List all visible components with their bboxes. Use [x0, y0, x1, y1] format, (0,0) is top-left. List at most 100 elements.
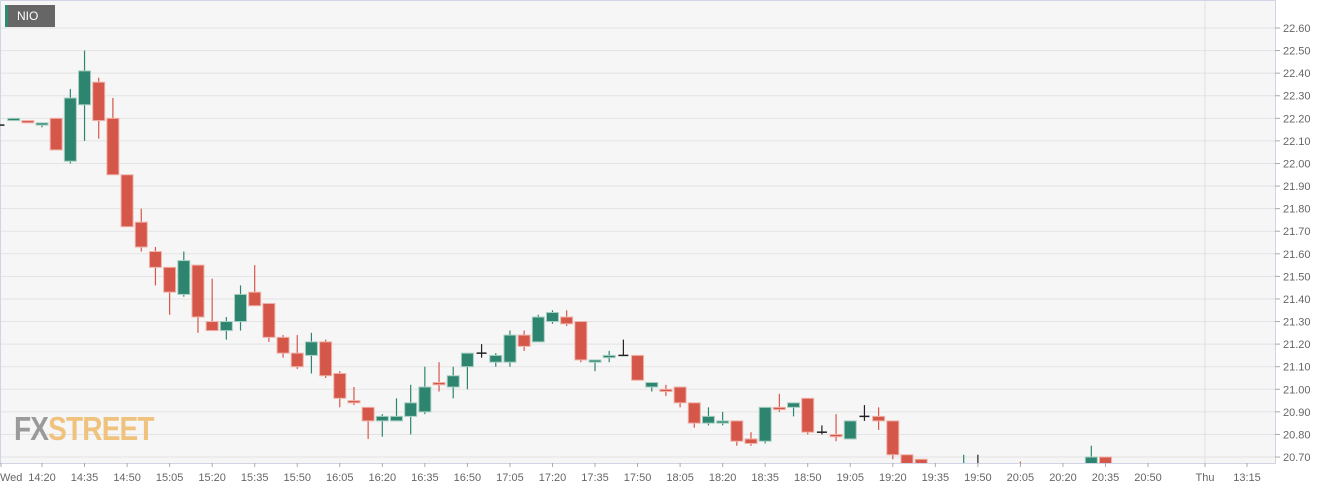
- candle: [958, 454, 970, 468]
- candle-body: [375, 415, 389, 422]
- candle: [645, 382, 659, 392]
- candle-body: [673, 386, 687, 404]
- candle: [560, 310, 574, 327]
- logo-fx: FX: [14, 410, 49, 447]
- candle-body: [560, 316, 574, 325]
- x-tick-label: 18:20: [709, 472, 737, 484]
- x-tick-label: 14:50: [113, 472, 141, 484]
- x-tick-label: 18:05: [666, 472, 694, 484]
- grid: [1, 27, 1275, 458]
- x-tick-label: 19:05: [836, 472, 864, 484]
- y-tick-label: 20.70: [1283, 452, 1311, 464]
- candle: [545, 310, 559, 324]
- candle: [503, 330, 517, 367]
- candle: [78, 50, 92, 141]
- candle-body: [772, 406, 786, 411]
- x-tick-label: 16:50: [454, 472, 482, 484]
- candles: [0, 50, 1112, 471]
- candle: [701, 407, 715, 426]
- candle: [446, 366, 460, 399]
- candle-body: [958, 466, 970, 468]
- candle-body: [262, 302, 276, 338]
- candle: [1084, 445, 1098, 463]
- candle-body: [716, 420, 730, 424]
- candle-body: [7, 117, 21, 122]
- y-tick-label: 21.50: [1283, 271, 1311, 283]
- candle: [673, 386, 687, 408]
- candle-body: [63, 97, 77, 162]
- candle-body: [687, 402, 701, 424]
- candle-body: [418, 386, 432, 413]
- candle: [219, 317, 233, 340]
- candle: [914, 458, 928, 463]
- candle-body: [106, 117, 120, 176]
- candle: [205, 278, 219, 332]
- candle: [191, 264, 205, 333]
- candle: [177, 251, 191, 297]
- candle: [163, 266, 177, 315]
- x-tick-label: 17:50: [624, 472, 652, 484]
- candle: [517, 330, 531, 351]
- logo-street: STREET: [48, 410, 154, 447]
- candle-body: [730, 420, 744, 442]
- candle: [460, 352, 474, 390]
- x-tick-label: 20:35: [1092, 472, 1120, 484]
- y-tick-label: 21.80: [1283, 204, 1311, 216]
- candle: [476, 344, 487, 358]
- candle-body: [78, 70, 92, 106]
- candle: [333, 371, 347, 408]
- candle: [304, 332, 318, 374]
- candle: [829, 414, 843, 442]
- candle: [390, 398, 403, 422]
- candle-body: [333, 372, 347, 399]
- candle: [1071, 464, 1083, 471]
- candle: [404, 384, 418, 435]
- candle: [631, 354, 645, 381]
- candle-body: [574, 321, 588, 361]
- candle-body: [290, 352, 304, 368]
- y-tick-label: 21.00: [1283, 384, 1311, 396]
- symbol-label: NIO: [17, 9, 39, 23]
- candle: [148, 247, 162, 286]
- candle: [106, 97, 120, 176]
- x-tick-label: 14:35: [71, 472, 99, 484]
- y-tick-label: 20.90: [1283, 407, 1311, 419]
- x-tick-label: 15:35: [241, 472, 269, 484]
- candle-body: [1099, 456, 1112, 463]
- candle: [290, 335, 304, 369]
- candle: [744, 432, 758, 446]
- y-tick-label: 22.40: [1283, 68, 1311, 80]
- candle-body: [517, 334, 531, 347]
- candle: [787, 402, 801, 417]
- candle: [248, 265, 262, 307]
- candle-body: [92, 81, 106, 122]
- candle: [758, 406, 772, 444]
- x-tick-label: 17:05: [496, 472, 524, 484]
- candle: [35, 122, 49, 128]
- candle-body: [659, 388, 673, 393]
- candle-body: [319, 341, 333, 377]
- candle-body: [588, 359, 602, 363]
- candle: [772, 393, 786, 412]
- candle: [432, 362, 446, 392]
- y-tick-label: 22.50: [1283, 46, 1311, 58]
- x-tick-label: 16:20: [369, 472, 397, 484]
- candle: [730, 420, 744, 446]
- candle: [63, 88, 77, 164]
- x-tick-label: 17:20: [539, 472, 567, 484]
- candle: [687, 402, 701, 428]
- candle-body: [234, 293, 248, 323]
- candle: [900, 454, 914, 463]
- candle-body: [843, 420, 857, 440]
- y-tick-label: 21.30: [1283, 317, 1311, 329]
- candle-body: [177, 260, 191, 295]
- y-tick-label: 21.40: [1283, 294, 1311, 306]
- plot-area: [0, 0, 1276, 464]
- candle-body: [900, 454, 914, 463]
- candle-body: [35, 122, 49, 126]
- candle-body: [21, 120, 35, 124]
- candle: [659, 384, 673, 397]
- candle-body: [758, 406, 772, 442]
- y-tick-label: 22.60: [1283, 23, 1311, 35]
